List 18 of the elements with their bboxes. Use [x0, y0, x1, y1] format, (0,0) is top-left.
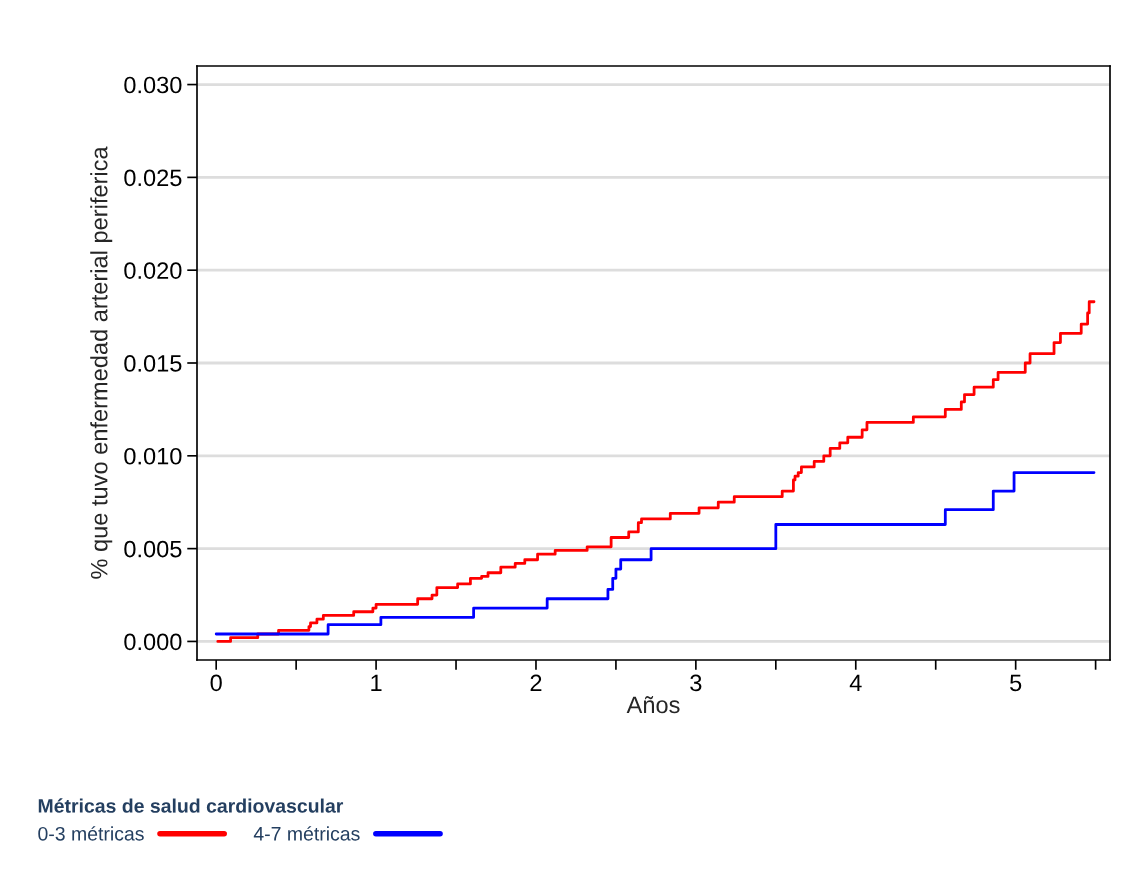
legend-label: 0-3 métricas [38, 826, 144, 841]
x-axis-title: Años [626, 696, 680, 714]
x-tick-label: 0 [210, 674, 222, 692]
x-tick-label: 2 [530, 674, 542, 691]
x-tick-label: 3 [690, 674, 702, 692]
x-tick-label: 1 [371, 674, 382, 691]
y-tick-label: 0.030 [124, 76, 182, 94]
legend-label: 4-7 métricas [253, 826, 360, 841]
y-tick-label: 0.010 [124, 447, 182, 465]
x-tick-label: 4 [849, 674, 862, 691]
y-tick-label: 0.025 [124, 169, 182, 187]
y-tick-label: 0.015 [124, 355, 182, 372]
y-axis-title: % que tuvo enfermedad arterial periferica [90, 146, 113, 579]
y-tick-label: 0.005 [124, 540, 182, 558]
legend-title: Métricas de salud cardiovascular [38, 798, 344, 813]
y-tick-label: 0.000 [124, 633, 182, 651]
x-tick-label: 5 [1010, 674, 1022, 692]
y-tick-label: 0.020 [124, 262, 182, 279]
